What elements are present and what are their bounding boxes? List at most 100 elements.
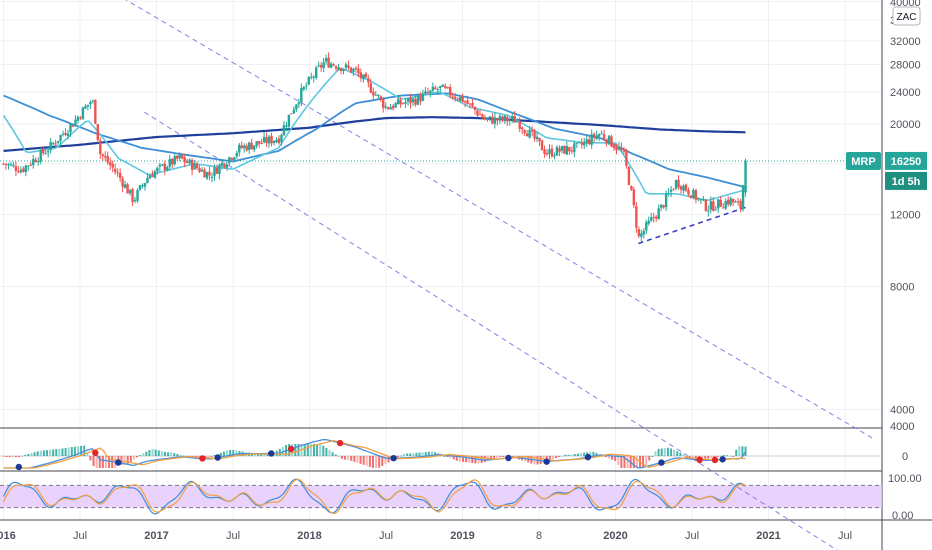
candle-down: [386, 107, 390, 109]
macd-bar-up: [316, 444, 319, 456]
macd-bar-up: [86, 452, 89, 456]
candle-down: [240, 145, 243, 148]
time-tick-label: Jul: [73, 530, 87, 542]
macd-bar-down: [126, 456, 129, 464]
macd-bar-down: [356, 456, 359, 463]
last-price-label: 16250: [891, 156, 922, 168]
price-tick-label: 32000: [890, 36, 921, 48]
candle-down: [426, 92, 430, 94]
time-axis[interactable]: 2016 Jul 2017 Jul 2018 Jul 2019 8 2020 Jul 2021 Jul: [0, 530, 852, 542]
candle-up: [553, 155, 556, 157]
candle-down: [198, 168, 201, 172]
macd-bar-down: [378, 456, 381, 468]
candle-down: [245, 145, 248, 151]
candle-up: [324, 58, 328, 62]
candle-up: [699, 199, 703, 201]
candle-up: [431, 86, 435, 91]
macd-bar-up: [657, 448, 660, 456]
candle-up: [560, 146, 564, 151]
currency-badge-box: [892, 6, 921, 26]
candle-down: [190, 159, 194, 170]
macd-bar-up: [263, 454, 266, 456]
macd-bar-up: [67, 447, 70, 456]
macd-bar-up: [157, 450, 160, 456]
macd-bar-up: [325, 447, 328, 456]
macd-bar-down: [555, 456, 558, 459]
macd-bar-down: [95, 456, 98, 468]
candle-down: [391, 105, 395, 109]
macd-bar-up: [21, 455, 24, 457]
candle-down: [662, 205, 665, 208]
macd-bar-down: [396, 456, 399, 458]
candle-down: [357, 68, 360, 74]
macd-bar-up: [151, 448, 154, 456]
symbol-badge: [846, 151, 881, 170]
macd-bar-up: [235, 450, 238, 456]
candle-down: [96, 124, 100, 141]
macd-bar-up: [52, 449, 55, 456]
candle-down: [17, 171, 20, 173]
macd-bar-down: [474, 456, 477, 464]
macd-bar-up: [399, 455, 402, 457]
candle-down: [270, 135, 273, 144]
price-tick-label: 4000: [890, 404, 914, 416]
macd-bar-up: [213, 455, 216, 457]
macd-cross-up-dot: [658, 459, 665, 466]
macd-bar-down: [710, 456, 713, 458]
candle-up: [76, 116, 80, 121]
candle-up: [210, 176, 214, 178]
macd-bar-up: [148, 450, 151, 456]
candle-down: [456, 99, 459, 101]
candle-down: [354, 67, 358, 70]
candle-up: [200, 169, 204, 172]
time-tick-label: 2016: [0, 530, 16, 542]
candle-down: [71, 125, 75, 127]
candle-down: [637, 229, 641, 237]
candle-down: [257, 141, 261, 144]
candle-up: [573, 143, 576, 153]
macd-bar-down: [707, 456, 710, 459]
candle-up: [312, 76, 315, 78]
candle-up: [74, 119, 77, 126]
candle-down: [434, 87, 437, 89]
macd-bar-down: [635, 456, 638, 468]
candle-up: [128, 189, 132, 194]
macd-bar-down: [685, 456, 688, 457]
macd-bar-down: [620, 456, 623, 468]
macd-bar-down: [611, 456, 614, 460]
macd-bar-up: [676, 451, 679, 456]
macd-bar-down: [452, 456, 455, 460]
candle-down: [118, 172, 122, 179]
stoch-tick-label: 0.00: [892, 510, 913, 522]
candle-down: [29, 164, 32, 166]
candle-up: [255, 141, 258, 146]
candle-up: [421, 93, 425, 101]
candle-up: [337, 67, 340, 70]
macd-cross-up-dot: [543, 458, 550, 465]
macd-bar-down: [483, 456, 486, 462]
candle-down: [414, 98, 417, 105]
macd-bar-up: [173, 453, 176, 456]
candle-down: [334, 66, 338, 69]
countdown-badge: [885, 171, 927, 190]
macd-bar-up: [257, 453, 260, 456]
candle-up: [280, 134, 283, 142]
macd-bar-up: [670, 448, 673, 456]
macd-bar-up: [722, 455, 725, 457]
price-axis[interactable]: 4000800012000160002000024000280003200036…: [888, 0, 922, 522]
lower-channel-line: [143, 111, 838, 550]
candle-down: [367, 78, 370, 83]
candle-down: [94, 99, 97, 124]
candle-down: [265, 137, 268, 144]
macd-bar-down: [353, 456, 356, 462]
macd-bar-up: [182, 455, 185, 457]
candle-up: [424, 91, 427, 94]
candle-down: [185, 161, 189, 163]
macd-bar-up: [306, 444, 309, 456]
candle-down: [151, 174, 154, 178]
candle-down: [602, 134, 606, 139]
macd-cross-up-dot: [214, 454, 221, 461]
macd-bar-up: [73, 446, 76, 456]
macd-bar-up: [403, 453, 406, 456]
